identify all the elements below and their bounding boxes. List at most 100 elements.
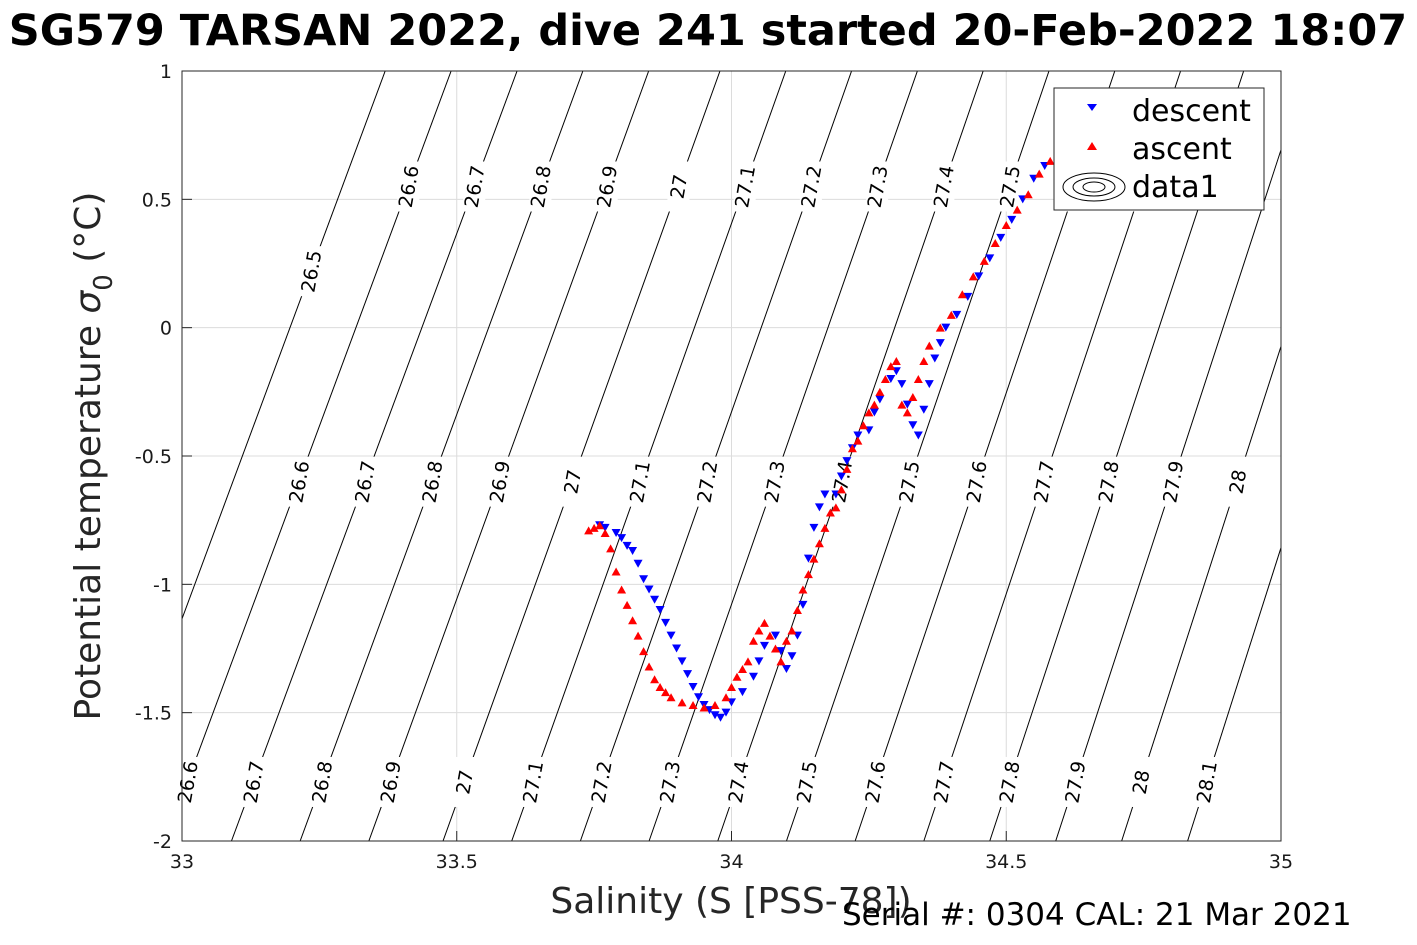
descent-point (611, 529, 621, 537)
ascent-point (792, 606, 802, 614)
descent-point (716, 713, 726, 722)
ascent-point (600, 529, 610, 537)
ascent-point (1045, 156, 1055, 165)
contour-label-bg (1161, 456, 1184, 507)
ascent-point (644, 662, 654, 671)
legend: descent ascent data1 (1053, 87, 1265, 211)
contour-label-bg (932, 161, 955, 212)
ascent-point (880, 375, 890, 383)
ascent-point (968, 272, 978, 281)
contour-label: 27 (560, 468, 586, 496)
ascent-point (655, 683, 665, 691)
descent-point (628, 546, 638, 555)
contour-label-bg (733, 161, 756, 212)
ascent-point (957, 290, 967, 299)
contour-label-bg (866, 161, 889, 212)
descent-point (617, 534, 627, 543)
y-tick-label: 1 (160, 61, 172, 83)
descent-point (897, 380, 907, 389)
ascent-point (908, 392, 918, 401)
contour-label-bg (695, 456, 718, 507)
descent-point (781, 665, 791, 674)
descent-point (644, 585, 654, 594)
ascent-point (748, 636, 758, 645)
contour-label-bg (421, 456, 444, 507)
ascent-point (875, 387, 885, 396)
ascent-point (1023, 190, 1033, 199)
descent-point (875, 395, 885, 404)
density-contour-27-9 (1055, 148, 1281, 841)
descent-point (913, 431, 923, 440)
ascent-point (606, 544, 616, 553)
contour-label-bg (453, 756, 476, 807)
descent-point (666, 631, 676, 640)
y-axis: -2 -1.5 -1 -0.5 0 0.5 1 (135, 61, 192, 853)
ascent-point (897, 400, 907, 409)
descent-point (759, 641, 769, 650)
x-tick-label: 34 (719, 851, 743, 873)
contour-label: 27 (452, 768, 478, 796)
ascent-point (721, 693, 731, 702)
legend-descent-label: descent (1132, 94, 1251, 129)
y-axis-label-symbol: σ (68, 290, 109, 314)
descent-point (842, 457, 852, 466)
x-axis-label: Salinity (S [PSS-78]) (550, 881, 911, 922)
descent-point (996, 233, 1006, 242)
ascent-point (924, 341, 934, 350)
contour-label-bg (658, 756, 681, 807)
ascent-point (710, 700, 720, 709)
contour-label-bg (590, 756, 613, 807)
descent-point (952, 310, 962, 319)
descent-point (683, 670, 693, 679)
x-tick-label: 34.5 (985, 851, 1027, 873)
ascent-point (798, 585, 808, 594)
ascent-point (979, 256, 989, 265)
chart-title: SG579 TARSAN 2022, dive 241 started 20-F… (8, 6, 1408, 56)
descent-point (710, 711, 720, 720)
ascent-point (825, 508, 835, 517)
descent-point (908, 421, 918, 430)
legend-contour-icon (1062, 172, 1126, 202)
ascent-point (864, 408, 874, 417)
ascent-point (584, 526, 594, 535)
ascent-point (699, 703, 709, 712)
descent-point (963, 292, 973, 301)
contour-label-bg (799, 161, 822, 212)
contour-label-bg (1226, 456, 1249, 507)
contour-label-bg (1063, 756, 1086, 807)
contour-labels: 26.626.726.826.92727.127.227.327.427.527… (174, 161, 1251, 807)
ascent-point (842, 464, 852, 473)
legend-ascent-marker (1087, 142, 1097, 150)
y-tick-label: -1.5 (135, 703, 172, 725)
x-tick-label: 33.5 (436, 851, 478, 873)
contour-label-bg (595, 161, 618, 212)
ascent-point (765, 631, 775, 640)
contour-label-bg (353, 456, 376, 507)
contour-label-bg (667, 161, 690, 212)
serial-cal-footer: Serial #: 0304 CAL: 21 Mar 2021 (842, 897, 1352, 933)
contour-label-bg (561, 456, 584, 507)
descent-point (820, 490, 830, 499)
descent-point (672, 644, 682, 653)
descent-point (803, 554, 813, 563)
contour-label-bg (1032, 456, 1055, 507)
y-tick-label: -1 (153, 574, 172, 596)
ascent-point (732, 672, 742, 681)
contour-label-bg (310, 756, 333, 807)
contour-label: 27 (666, 173, 692, 201)
ascent-point (743, 657, 753, 666)
descent-point (694, 693, 704, 702)
descent-point (770, 631, 780, 640)
y-tick-label: 0 (160, 318, 172, 340)
ascent-point (628, 616, 638, 625)
x-tick-label: 33 (170, 851, 194, 873)
descent-point (737, 688, 747, 697)
contour-label-bg (287, 456, 310, 507)
descent-point (814, 503, 824, 512)
descent-point (902, 400, 912, 409)
ascent-point (820, 523, 830, 532)
x-tick-label: 35 (1269, 851, 1293, 873)
ascent-point (990, 238, 1000, 247)
contour-label-bg (998, 756, 1021, 807)
contour-label-bg (1195, 756, 1218, 807)
